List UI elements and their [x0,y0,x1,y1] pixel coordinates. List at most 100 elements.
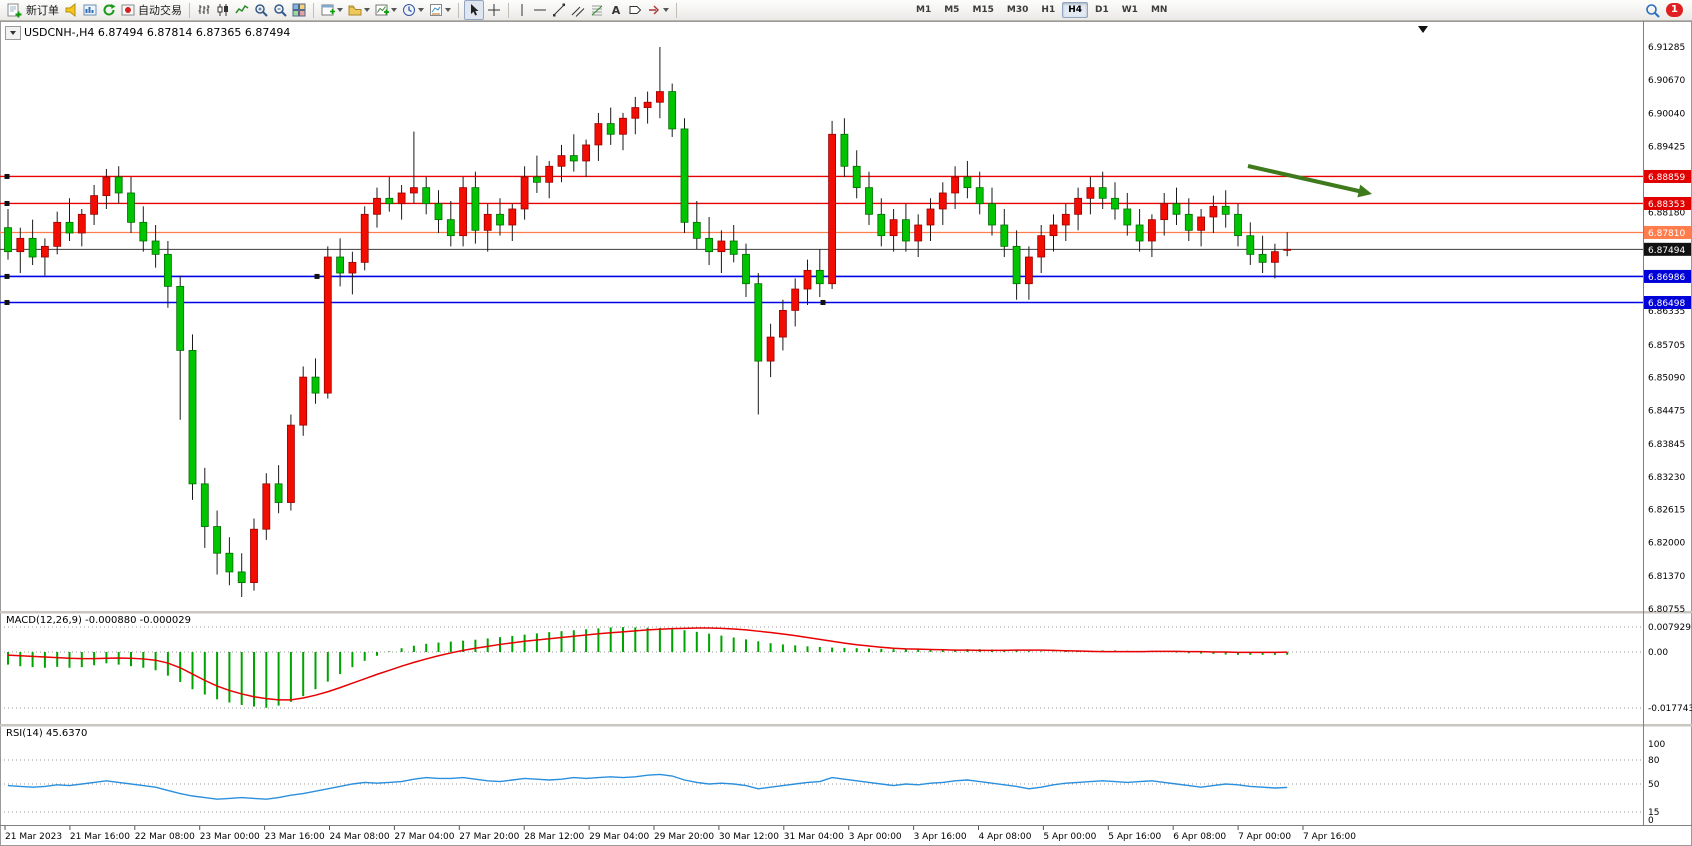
toolbar-separator [676,2,677,18]
chart-symbol-period: USDCNH-,H4 [24,26,95,39]
candlestick-chart-button[interactable] [214,1,232,19]
indicators-icon [375,4,389,16]
svg-text:6.83230: 6.83230 [1648,473,1685,483]
text-tool-button[interactable]: A [607,1,625,19]
zoom-out-icon [274,4,287,17]
templates-button[interactable] [427,1,453,19]
trend-arrow [1247,164,1365,195]
svg-text:30 Mar 12:00: 30 Mar 12:00 [719,832,779,842]
svg-text:100: 100 [1648,740,1665,750]
timeframe-button-MN[interactable]: MN [1150,5,1168,15]
macd-values: -0.000880 -0.000029 [85,615,191,626]
chevron-down-icon [391,8,397,12]
svg-text:6.82000: 6.82000 [1648,539,1685,549]
svg-text:3 Apr 16:00: 3 Apr 16:00 [914,832,967,842]
main-toolbar: 新订单 自动交易 [0,0,1692,21]
new-chart-button[interactable] [319,1,345,19]
svg-text:6.88859: 6.88859 [1648,173,1685,183]
new-order-label: 新订单 [26,4,59,17]
svg-text:6.84475: 6.84475 [1648,406,1685,416]
svg-text:0.00: 0.00 [1648,648,1668,658]
timeframe-button-D1[interactable]: D1 [1095,5,1109,15]
svg-text:27 Mar 20:00: 27 Mar 20:00 [459,832,519,842]
symbol-dropdown-button[interactable] [5,26,21,40]
svg-text:6.80755: 6.80755 [1648,605,1685,615]
notification-badge[interactable]: 1 [1666,3,1683,17]
timeframe-button-M1[interactable]: M1 [916,5,932,15]
chevron-down-icon [364,8,370,12]
bar-chart-button[interactable] [195,1,213,19]
label-tool-button[interactable] [626,1,644,19]
line-chart-button[interactable] [233,1,251,19]
svg-text:80: 80 [1648,756,1660,766]
chevron-down-icon [445,8,451,12]
time-axis: 21 Mar 2023 21 Mar 16:00 22 Mar 08:00 23 Ma… [4,826,1356,842]
templates-icon [430,4,442,16]
timeframe-button-W1[interactable]: W1 [1121,5,1138,15]
cursor-button[interactable] [464,0,484,20]
toolbar-separator [189,2,190,18]
crosshair-button[interactable] [485,1,503,19]
svg-text:6.88353: 6.88353 [1648,200,1685,210]
svg-text:21 Mar 2023: 21 Mar 2023 [5,832,62,842]
rsi-pane: 100 80 50 150 [0,740,1665,826]
chart-ohlc: 6.87494 6.87814 6.87365 6.87494 [97,26,291,39]
svg-text:6.82615: 6.82615 [1648,506,1685,516]
svg-text:6.87494: 6.87494 [1648,246,1685,256]
macd-name: MACD(12,26,9) [6,615,82,626]
vertical-line-tool-button[interactable] [514,1,530,19]
candles [4,47,1292,597]
svg-text:29 Mar 04:00: 29 Mar 04:00 [589,832,649,842]
periods-clock-icon [403,4,415,16]
periods-button[interactable] [400,1,426,19]
timeframe-button-M30[interactable]: M30 [1006,5,1029,15]
timeframe-button-M5[interactable]: M5 [944,5,960,15]
chevron-down-icon [10,31,16,35]
channel-tool-button[interactable] [569,1,587,19]
timeframe-button-H4[interactable]: H4 [1062,2,1088,18]
timeframe-button-M15[interactable]: M15 [972,5,994,15]
auto-trading-button[interactable]: 自动交易 [119,1,184,19]
zoom-out-button[interactable] [271,1,289,19]
timeframe-group: M1 M5 M15 M30 H1 H4 D1 W1 MN [910,2,1173,18]
new-order-icon [7,3,22,17]
svg-text:6.90040: 6.90040 [1648,109,1685,119]
svg-text:6.86335: 6.86335 [1648,307,1685,317]
profiles-button[interactable] [346,1,372,19]
auto-trading-label: 自动交易 [138,4,182,17]
svg-text:6.86498: 6.86498 [1648,299,1685,309]
sound-alert-button[interactable] [62,1,80,19]
macd-pane: 0.007929 0.00 -0.017743 [0,623,1692,714]
search-icon[interactable] [1645,3,1660,18]
trendline-icon [553,3,565,17]
indicators-button[interactable] [373,1,399,19]
zoom-in-button[interactable] [252,1,270,19]
fibonacci-tool-button[interactable] [588,1,606,19]
macd-indicator-label: MACD(12,26,9) -0.000880 -0.000029 [6,615,191,626]
cursor-icon [471,4,479,16]
svg-text:6.81370: 6.81370 [1648,572,1685,582]
toolbar-separator [508,2,509,18]
market-watch-button[interactable] [81,1,99,19]
horizontal-line-tool-button[interactable] [531,1,549,19]
new-chart-icon [321,4,335,16]
svg-text:24 Mar 08:00: 24 Mar 08:00 [330,832,390,842]
svg-text:4 Apr 08:00: 4 Apr 08:00 [979,832,1032,842]
svg-text:50: 50 [1648,780,1660,790]
zoom-in-icon [255,4,268,17]
new-order-button[interactable]: 新订单 [5,1,61,19]
arrows-tool-button[interactable] [645,1,671,19]
svg-text:27 Mar 04:00: 27 Mar 04:00 [394,832,454,842]
toolbar-separator [458,2,459,18]
svg-text:6.85705: 6.85705 [1648,341,1685,351]
auto-trading-icon [121,4,135,16]
trendline-tool-button[interactable] [550,1,568,19]
tile-windows-icon [292,3,306,17]
svg-text:15: 15 [1648,808,1659,818]
svg-text:6 Apr 08:00: 6 Apr 08:00 [1173,832,1226,842]
horizontal-line-icon [534,9,546,11]
tile-windows-button[interactable] [290,1,308,19]
refresh-button[interactable] [100,1,118,19]
timeframe-button-H1[interactable]: H1 [1041,5,1056,15]
